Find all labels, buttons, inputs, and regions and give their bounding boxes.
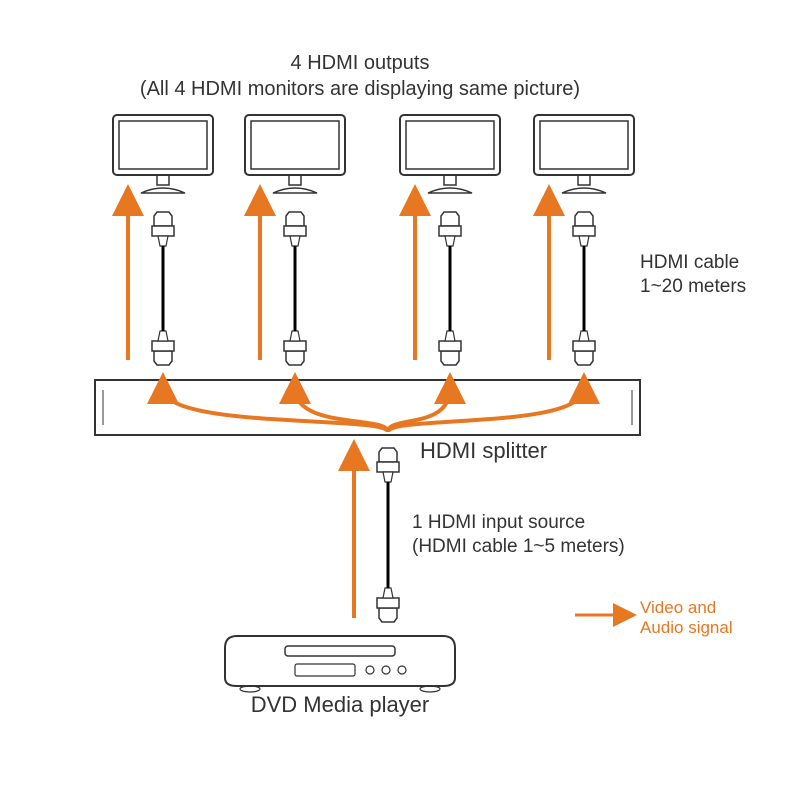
- cable-out-label-2: 1~20 meters: [640, 276, 746, 298]
- title-line2: (All 4 HDMI monitors are displaying same…: [0, 78, 720, 101]
- legend-line1: Video and: [640, 598, 716, 618]
- splitter-label: HDMI splitter: [420, 438, 547, 464]
- player-label: DVD Media player: [190, 692, 490, 718]
- cable-out-label-1: HDMI cable: [640, 252, 739, 274]
- legend-line2: Audio signal: [640, 618, 733, 638]
- title-line1: 4 HDMI outputs: [0, 52, 720, 75]
- input-label-1: 1 HDMI input source: [412, 512, 585, 534]
- input-label-2: (HDMI cable 1~5 meters): [412, 536, 625, 558]
